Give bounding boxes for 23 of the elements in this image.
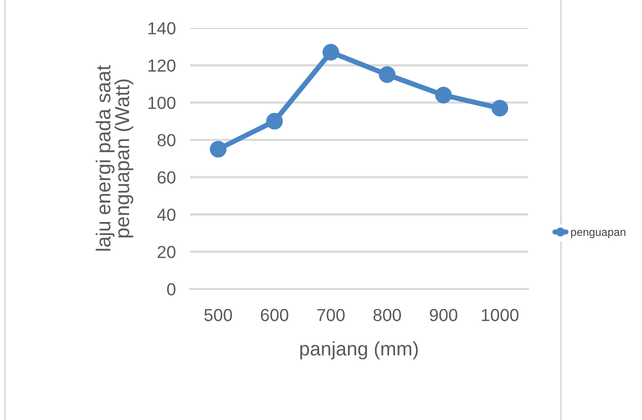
y-axis-title: laju energi pada saat penguapan (Watt): [96, 65, 134, 251]
x-tick-label: 1000: [482, 308, 518, 322]
legend-label: penguapan: [571, 230, 626, 238]
point: [210, 140, 226, 158]
y-tick-label: 60: [158, 171, 176, 184]
point: [322, 44, 340, 61]
point: [378, 66, 396, 83]
x-tick-label: 500: [204, 308, 232, 322]
x-tick-label: 800: [373, 308, 401, 322]
x-tick-label: 900: [430, 308, 458, 322]
x-tick-label: 600: [260, 308, 288, 322]
point: [435, 86, 452, 104]
y-tick-label: 140: [148, 22, 176, 34]
x-tick-label: 700: [317, 308, 345, 322]
y-tick-label: 100: [148, 96, 176, 110]
x-axis-title: panjang (mm): [300, 341, 418, 360]
y-tick-label: 80: [158, 134, 176, 146]
point: [266, 112, 283, 130]
y-tick-label: 20: [158, 246, 176, 258]
point: [492, 100, 508, 116]
y-tick-label: 0: [167, 283, 176, 296]
y-tick-label: 120: [148, 59, 176, 72]
y-tick-label: 40: [157, 208, 176, 221]
